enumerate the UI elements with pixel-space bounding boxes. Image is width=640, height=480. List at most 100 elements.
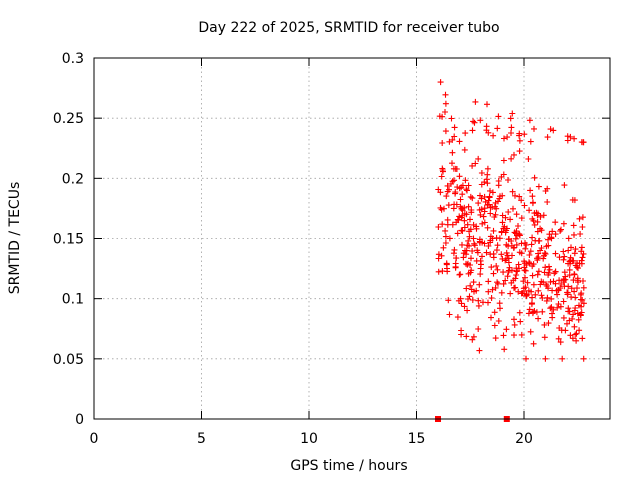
data-point [580, 278, 586, 284]
data-point [570, 277, 577, 284]
data-point [457, 203, 464, 210]
data-point [552, 250, 559, 257]
data-point [498, 251, 505, 258]
data-point [437, 79, 444, 86]
data-point [446, 311, 453, 318]
data-point [568, 285, 575, 292]
data-point [545, 242, 552, 249]
data-point [538, 245, 545, 251]
data-point [469, 162, 476, 169]
data-point [462, 130, 469, 137]
data-point [512, 192, 518, 199]
data-point [463, 211, 470, 218]
data-point [485, 129, 492, 136]
data-point [571, 271, 578, 278]
data-point [475, 326, 482, 332]
data-point [530, 261, 537, 268]
data-point [575, 265, 581, 272]
data-point [476, 281, 483, 288]
data-point [534, 228, 541, 235]
data-point [463, 285, 470, 292]
data-point [439, 113, 446, 120]
data-point [446, 186, 452, 193]
plot-frame [93, 57, 611, 420]
grid [94, 58, 610, 419]
data-point [542, 188, 549, 194]
data-point [576, 302, 582, 309]
data-point [487, 210, 494, 217]
data-point [560, 298, 567, 305]
data-point [500, 280, 507, 287]
x-axis-label: GPS time / hours [290, 458, 407, 474]
data-point [485, 243, 492, 249]
data-point [537, 213, 544, 220]
data-point [499, 219, 506, 226]
data-point [477, 265, 484, 272]
data-point [457, 196, 464, 203]
data-point [579, 214, 586, 221]
data-point [451, 124, 458, 131]
data-point [506, 264, 513, 271]
data-point [461, 204, 468, 211]
data-point [442, 233, 449, 240]
data-point [510, 205, 516, 212]
data-point [480, 299, 486, 306]
data-point [486, 201, 492, 208]
data-point [527, 248, 534, 255]
data-point [511, 151, 517, 158]
data-point [473, 287, 480, 294]
chart-title: Day 222 of 2025, SRMTID for receiver tub… [198, 20, 499, 36]
data-point [527, 187, 534, 194]
data-point [455, 217, 462, 224]
data-points [435, 79, 587, 362]
data-point [565, 308, 572, 315]
data-point [504, 252, 511, 259]
data-point [516, 249, 523, 256]
data-point [470, 279, 477, 286]
data-point [552, 219, 559, 226]
data-point [572, 305, 579, 311]
data-point [470, 333, 477, 340]
data-point [469, 297, 476, 303]
data-point [480, 213, 487, 220]
data-point [448, 115, 455, 122]
data-point [464, 307, 471, 314]
data-point [452, 264, 459, 271]
data-point [502, 229, 509, 236]
data-point [439, 140, 446, 146]
data-point [579, 224, 586, 230]
data-point [437, 204, 444, 211]
data-point [577, 296, 584, 303]
data-point [484, 165, 491, 172]
data-point [452, 190, 459, 197]
data-point [521, 258, 528, 265]
data-point [513, 211, 520, 218]
y-tick-label: 0.2 [62, 171, 84, 187]
data-point [549, 314, 556, 321]
data-point [473, 225, 480, 232]
data-point [442, 91, 449, 98]
data-point [435, 251, 442, 258]
data-point [557, 339, 564, 346]
data-point [454, 230, 461, 237]
data-point [499, 255, 506, 262]
data-point [505, 209, 512, 215]
data-point [526, 252, 533, 258]
data-point [508, 124, 515, 131]
data-point [440, 168, 446, 175]
data-point [569, 196, 576, 203]
data-point [458, 300, 465, 307]
data-point [475, 155, 482, 162]
data-point [476, 347, 483, 354]
data-point [550, 278, 557, 285]
data-point [575, 316, 582, 323]
data-point [500, 332, 507, 339]
data-point [578, 139, 585, 146]
data-point [547, 126, 554, 133]
data-point [502, 277, 509, 284]
data-point [517, 318, 524, 325]
data-point [472, 160, 479, 167]
data-point [528, 241, 535, 248]
data-point [556, 254, 563, 261]
data-point [578, 244, 585, 251]
